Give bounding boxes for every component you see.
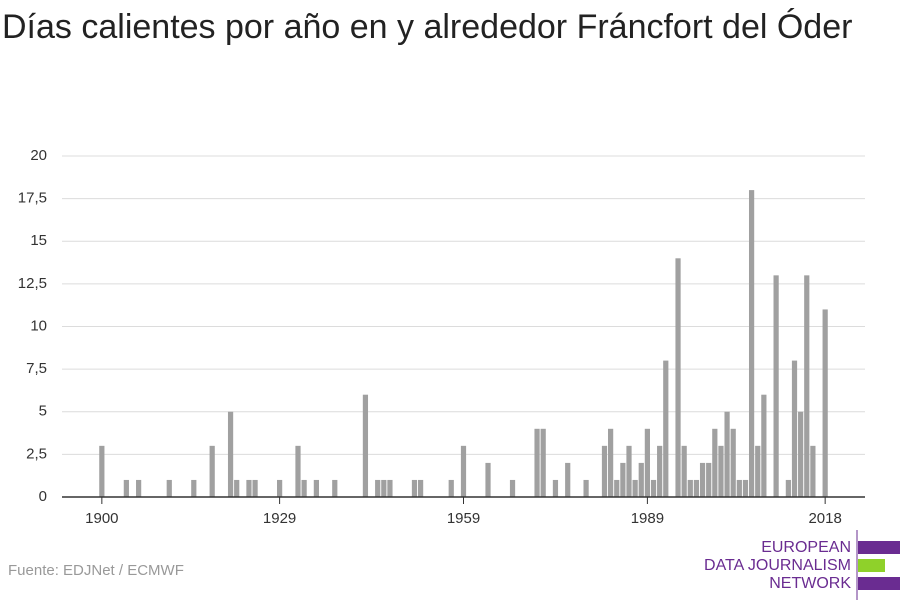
x-tick-label: 1959 xyxy=(447,510,480,527)
bar xyxy=(712,428,718,497)
bar xyxy=(798,411,804,497)
bar xyxy=(650,479,657,497)
bar xyxy=(295,445,301,497)
bar xyxy=(460,445,467,497)
y-tick-label: 20 xyxy=(30,147,47,164)
bar xyxy=(632,479,638,497)
bar xyxy=(638,462,644,497)
x-tick-label: 1929 xyxy=(263,510,296,527)
bar xyxy=(663,360,669,497)
bar xyxy=(301,479,307,497)
chart-title: Días calientes por año en y alrededor Fr… xyxy=(2,8,853,46)
y-tick-label: 17,5 xyxy=(18,190,47,207)
bar xyxy=(675,258,681,497)
bar xyxy=(773,275,779,497)
bar xyxy=(755,445,761,497)
bar xyxy=(742,479,749,497)
logo-text: NETWORK xyxy=(769,575,851,592)
bar xyxy=(804,275,810,497)
bar xyxy=(540,428,546,497)
bar xyxy=(657,445,663,497)
bar xyxy=(227,411,234,497)
bar xyxy=(822,309,828,497)
bar xyxy=(417,479,424,497)
bar xyxy=(614,479,620,497)
bar xyxy=(362,394,369,497)
y-tick-label: 2,5 xyxy=(26,445,47,462)
bar xyxy=(375,479,381,497)
bar xyxy=(706,462,712,497)
bar xyxy=(583,479,589,497)
bar xyxy=(332,479,338,497)
y-tick-label: 10 xyxy=(30,317,47,334)
bar xyxy=(387,479,393,497)
bar xyxy=(246,479,252,497)
bar xyxy=(699,462,706,497)
bar xyxy=(234,479,240,497)
bar xyxy=(736,479,742,497)
bar xyxy=(534,428,540,497)
bar xyxy=(448,479,454,497)
bar xyxy=(724,411,730,497)
bar xyxy=(748,190,755,497)
logo-text: EUROPEAN xyxy=(761,539,851,556)
bar xyxy=(381,479,387,497)
y-tick-label: 0 xyxy=(39,488,47,505)
logo-text: DATA JOURNALISM xyxy=(704,557,851,574)
bar xyxy=(123,479,129,497)
y-tick-label: 12,5 xyxy=(18,275,47,292)
bar xyxy=(620,462,626,497)
bar xyxy=(693,479,700,497)
bar xyxy=(277,479,283,497)
bar xyxy=(509,479,516,497)
bar xyxy=(485,462,491,497)
bar xyxy=(411,479,418,497)
logo-bar xyxy=(858,559,885,572)
bar xyxy=(785,479,791,497)
bar xyxy=(810,445,816,497)
bar xyxy=(791,360,798,497)
bar xyxy=(626,445,632,497)
bar xyxy=(313,479,319,497)
bar xyxy=(191,479,197,497)
bar xyxy=(136,479,142,497)
y-tick-label: 7,5 xyxy=(26,360,47,377)
source: Fuente: EDJNet / ECMWF xyxy=(8,562,184,579)
x-tick-label: 1989 xyxy=(631,510,664,527)
bar xyxy=(601,445,608,497)
y-tick-label: 15 xyxy=(30,232,47,249)
bar xyxy=(99,445,105,497)
bar xyxy=(209,445,215,497)
bar xyxy=(687,479,693,497)
bar xyxy=(166,479,172,497)
bar xyxy=(565,462,571,497)
bar xyxy=(552,479,559,497)
logo-bar xyxy=(858,577,900,590)
bar xyxy=(644,428,650,497)
y-tick-label: 5 xyxy=(39,403,47,420)
bar xyxy=(252,479,258,497)
bar xyxy=(730,428,736,497)
bar xyxy=(681,445,687,497)
bar xyxy=(718,445,724,497)
logo-bar xyxy=(858,541,900,554)
x-tick-label: 1900 xyxy=(85,510,118,527)
x-tick-label: 2018 xyxy=(808,510,841,527)
bar xyxy=(608,428,614,497)
bar xyxy=(761,394,767,497)
